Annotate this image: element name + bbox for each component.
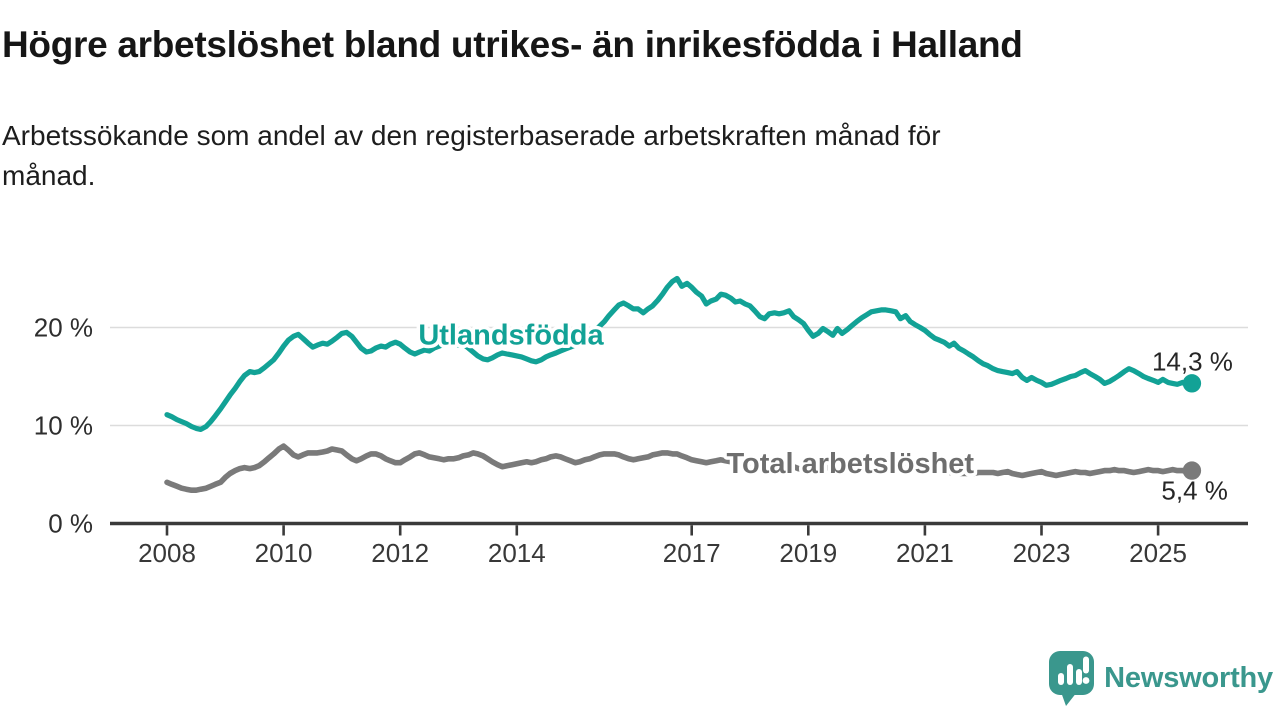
x-tick-label: 2010 — [255, 538, 313, 568]
x-tick-label: 2017 — [663, 538, 721, 568]
end-dot-total — [1182, 461, 1202, 480]
x-tick-label: 2021 — [896, 538, 954, 568]
series-line-total — [164, 443, 1195, 494]
bar-icon-tall — [1067, 664, 1074, 685]
y-tick-label: 20 % — [34, 313, 93, 343]
end-dot-utlandsfodda — [1182, 374, 1202, 393]
bar-icon-small — [1058, 673, 1065, 685]
newsworthy-logo-text: Newsworthy — [1104, 662, 1273, 694]
page-title: Högre arbetslöshet bland utrikes- än inr… — [2, 24, 1023, 65]
subtitle-line-1: Arbetssökande som andel av den registerb… — [2, 120, 941, 151]
x-tick-label: 2008 — [138, 538, 196, 568]
end-value-label-utlandsfodda: 14,3 % — [1152, 346, 1233, 376]
y-tick-label: 0 % — [48, 509, 93, 539]
chart-subtitle: Arbetssökande som andel av den registerb… — [2, 116, 1222, 196]
newsworthy-logo: Newsworthy — [1048, 650, 1273, 707]
exclamation-dot — [1082, 677, 1090, 684]
series-line-utlandsfodda — [164, 275, 1195, 432]
series-label-utlandsfodda: Utlandsfödda — [418, 319, 604, 351]
newsworthy-logo-icon — [1049, 651, 1095, 706]
end-value-label-total: 5,4 % — [1161, 476, 1228, 506]
x-tick-label: 2012 — [371, 538, 429, 568]
x-tick-label: 2023 — [1013, 538, 1071, 568]
exclamation-icon — [1083, 656, 1090, 674]
x-tick-label: 2014 — [488, 538, 546, 568]
x-tick-label: 2019 — [779, 538, 837, 568]
bar-icon-medium — [1076, 669, 1083, 685]
x-tick-label: 2025 — [1129, 538, 1187, 568]
subtitle-line-2: månad. — [2, 160, 96, 192]
y-tick-label: 10 % — [34, 411, 93, 441]
series-label-total: Total arbetslöshet — [726, 448, 974, 480]
